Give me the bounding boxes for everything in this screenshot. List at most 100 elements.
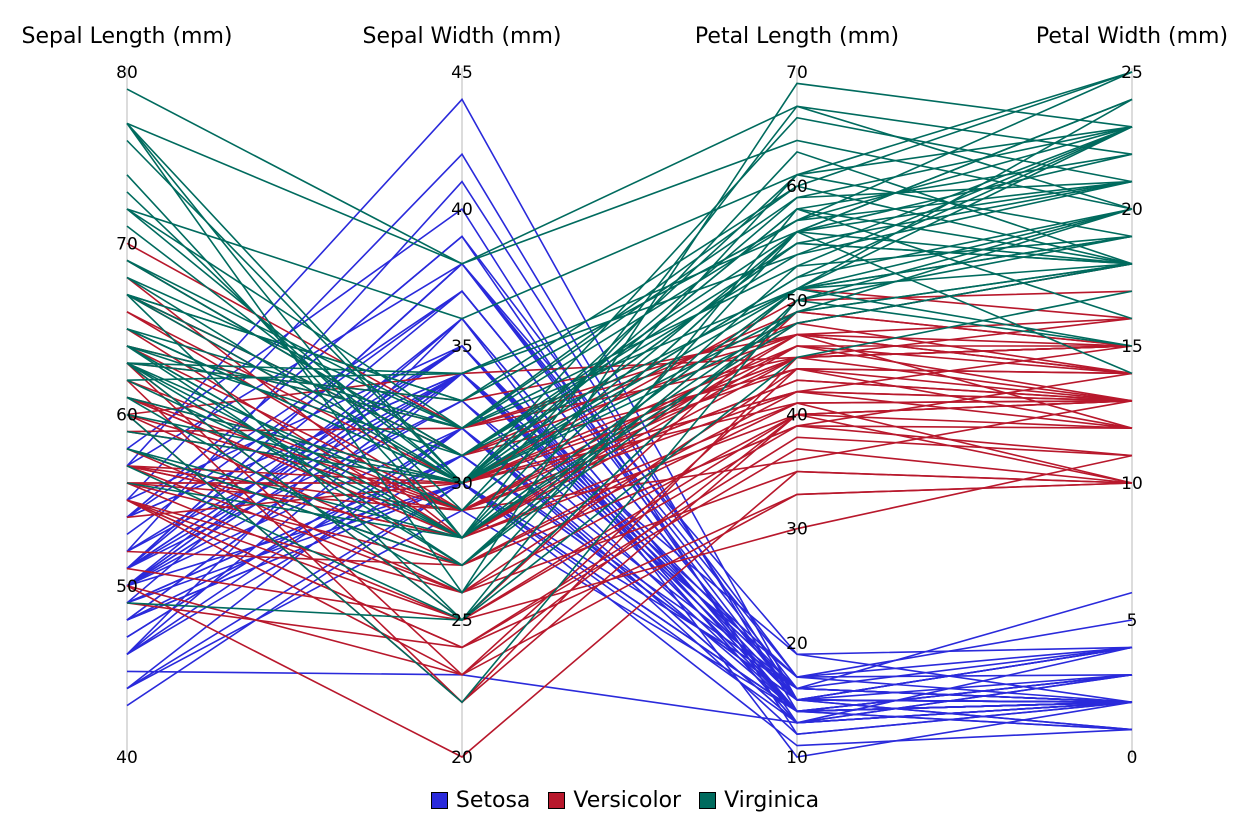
series-line-setosa — [126, 317, 1133, 758]
axis-title: Petal Width (mm) — [1036, 24, 1228, 49]
axis-title: Sepal Length (mm) — [22, 24, 233, 49]
series-line-versicolor — [126, 390, 1133, 484]
series-line-setosa — [126, 372, 1133, 690]
series-line-virginica — [126, 208, 1133, 430]
series-line-virginica — [126, 122, 1133, 485]
series-line-virginica — [126, 126, 1133, 381]
tick-labels: 40 50 60 70 80 20 25 30 35 40 45 10 20 30 40 50 60 70 0 5 10… — [116, 63, 1143, 768]
series-line-versicolor — [126, 400, 1133, 539]
series-line-virginica — [126, 71, 1133, 402]
series-line-virginica — [126, 71, 1133, 320]
tick-label: 40 — [116, 748, 138, 768]
axis-title: Sepal Width (mm) — [363, 24, 562, 49]
legend-swatch — [430, 792, 448, 809]
series-line-versicolor — [126, 379, 1133, 512]
series-line-versicolor — [126, 328, 1132, 539]
legend-label: Versicolor — [573, 788, 682, 813]
series-line-virginica — [126, 116, 1133, 485]
series-line-virginica — [126, 208, 1133, 484]
tick-label: 70 — [116, 234, 138, 254]
series-line-virginica — [126, 126, 1133, 457]
tick-label: 5 — [1127, 611, 1138, 631]
tick-label: 20 — [451, 748, 473, 768]
tick-label: 0 — [1127, 748, 1138, 768]
series-line-virginica — [126, 173, 1133, 539]
tick-label: 20 — [1121, 200, 1143, 220]
legend-item-versicolor: Versicolor — [548, 788, 681, 813]
series-line-virginica — [126, 290, 1133, 621]
series-line-virginica — [126, 230, 1133, 594]
series-line-versicolor — [126, 317, 1133, 416]
tick-label: 10 — [786, 748, 808, 768]
series-line-versicolor — [126, 362, 1133, 676]
tick-label: 60 — [786, 177, 808, 197]
series-line-versicolor — [126, 390, 1133, 512]
series-line-versicolor — [126, 345, 1133, 519]
tick-label: 15 — [1121, 337, 1143, 357]
series-line-virginica — [126, 263, 1133, 484]
legend-swatch — [548, 792, 566, 809]
series-line-virginica — [126, 263, 1133, 484]
legend-label: Setosa — [455, 788, 531, 813]
tick-label: 70 — [786, 63, 808, 83]
series-line-versicolor — [126, 333, 1133, 512]
tick-label: 50 — [786, 291, 808, 311]
series-line-virginica — [126, 98, 1133, 457]
series-line-versicolor — [126, 454, 1133, 621]
series-line-versicolor — [126, 482, 1133, 676]
series-line-versicolor — [126, 413, 1133, 594]
series-line-virginica — [126, 126, 1133, 430]
series-line-setosa — [126, 317, 1133, 731]
series-line-virginica — [126, 208, 1133, 539]
tick-label: 20 — [786, 634, 808, 654]
series-line-virginica — [126, 126, 1133, 430]
series-line-setosa — [126, 180, 1133, 731]
tick-label: 30 — [451, 474, 473, 494]
series-line-versicolor — [126, 447, 1133, 649]
series-line-virginica — [126, 126, 1133, 430]
series-line-virginica — [126, 263, 1133, 484]
tick-label: 40 — [451, 200, 473, 220]
series-line-setosa — [126, 670, 1133, 724]
series-line-virginica — [126, 180, 1133, 485]
series-line-virginica — [126, 105, 1133, 265]
series-line-setosa — [126, 399, 1133, 678]
axis-title: Petal Length (mm) — [695, 24, 899, 49]
series-line-virginica — [126, 88, 1133, 265]
series-line-versicolor — [126, 425, 1133, 621]
tick-label: 50 — [116, 577, 138, 597]
series-line-virginica — [126, 299, 1133, 704]
tick-label: 60 — [116, 406, 138, 426]
tick-label: 10 — [1121, 474, 1143, 494]
series-line-versicolor — [126, 465, 1133, 594]
tick-label: 45 — [451, 63, 473, 83]
series-line-virginica — [126, 185, 1133, 430]
series-line-versicolor — [126, 400, 1133, 512]
series-line-virginica — [126, 235, 1133, 622]
tick-label: 30 — [786, 520, 808, 540]
series-line-versicolor — [126, 367, 1133, 594]
tick-label: 35 — [451, 337, 473, 357]
series-line-virginica — [126, 208, 1133, 485]
tick-label: 25 — [451, 611, 473, 631]
legend-item-virginica: Virginica — [699, 788, 819, 813]
legend-swatch — [699, 792, 717, 809]
tick-label: 40 — [786, 406, 808, 426]
series-line-versicolor — [126, 311, 1133, 512]
axis-titles: Sepal Length (mm) Sepal Width (mm) Petal L… — [22, 24, 1229, 49]
legend: Setosa Versicolor Virginica — [0, 788, 1250, 813]
legend-item-setosa: Setosa — [430, 788, 531, 813]
series-lines — [126, 71, 1133, 758]
tick-label: 80 — [116, 63, 138, 83]
tick-label: 25 — [1121, 63, 1143, 83]
series-line-virginica — [126, 242, 1133, 457]
series-line-virginica — [126, 153, 1133, 539]
series-line-versicolor — [126, 311, 1133, 484]
series-line-versicolor — [126, 333, 1133, 539]
series-line-virginica — [126, 105, 1133, 540]
legend-label: Virginica — [724, 788, 820, 813]
series-line-virginica — [126, 230, 1133, 512]
series-line-setosa — [126, 290, 1133, 703]
series-line-virginica — [126, 71, 1133, 402]
